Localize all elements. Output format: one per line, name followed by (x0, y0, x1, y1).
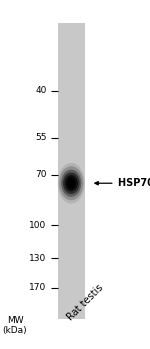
Ellipse shape (58, 163, 85, 204)
Ellipse shape (69, 179, 74, 187)
Text: Rat testis: Rat testis (66, 283, 106, 323)
Ellipse shape (63, 172, 80, 194)
Ellipse shape (59, 166, 83, 200)
Ellipse shape (70, 181, 73, 186)
Text: MW
(kDa): MW (kDa) (3, 316, 27, 335)
Ellipse shape (67, 177, 76, 189)
Text: 100: 100 (29, 221, 46, 230)
FancyBboxPatch shape (58, 23, 85, 319)
Text: 55: 55 (35, 133, 46, 142)
Text: 40: 40 (35, 86, 46, 95)
Text: 130: 130 (29, 254, 46, 263)
Text: 170: 170 (29, 283, 46, 292)
Text: HSP70 1L: HSP70 1L (118, 178, 150, 188)
Ellipse shape (65, 175, 78, 191)
Text: 70: 70 (35, 170, 46, 179)
Ellipse shape (61, 170, 81, 197)
